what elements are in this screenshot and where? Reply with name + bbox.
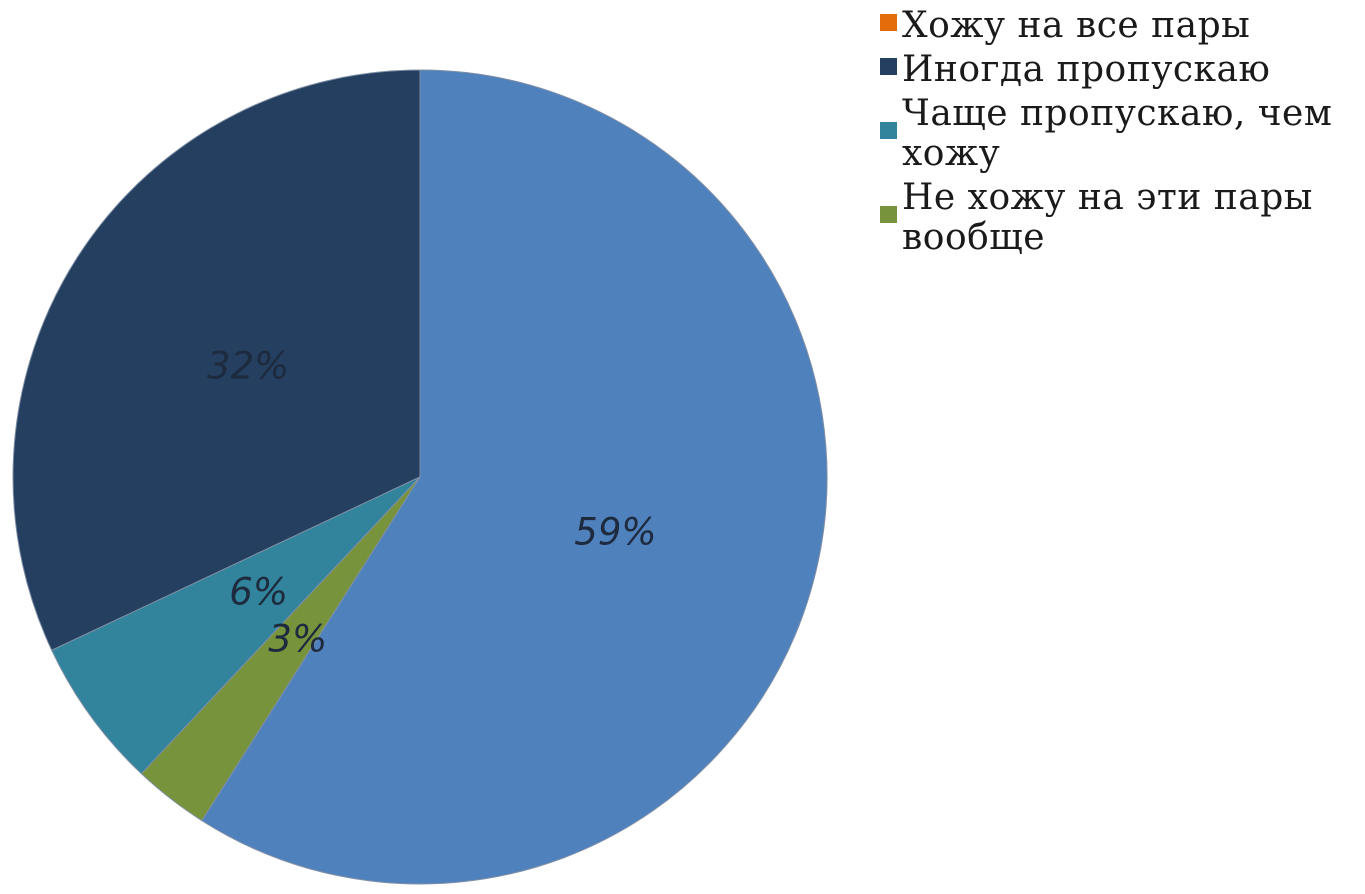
slice-data-label: 32% [207,344,289,387]
slice-data-label: 6% [229,571,288,614]
slice-data-label: 3% [268,618,327,661]
legend-swatch [880,14,897,31]
legend-item-never-attend: Не хожу на эти пары вообще [878,178,1358,258]
legend-item-skip-more-often: Чаще пропускаю, чем хожу [878,94,1358,174]
legend-swatch [880,122,897,139]
legend-label: Не хожу на эти пары вообще [902,177,1313,258]
pie-slice [201,69,828,885]
legend: Хожу на все пары Иногда пропускаю Чаще п… [878,6,1358,262]
pie-data-labels: 32% 6%3% 59% [207,344,656,660]
slice-data-label: 59% [574,510,656,553]
pie-slices [12,69,828,885]
pie-slice [51,476,421,775]
legend-swatch [880,206,897,223]
legend-item-sometimes-skip: Иногда пропускаю [878,50,1358,90]
pie-slice [12,69,421,651]
legend-swatch [880,58,897,75]
legend-item-all-classes: Хожу на все пары [878,6,1358,46]
legend-label: Иногда пропускаю [902,49,1271,90]
legend-label: Хожу на все пары [902,5,1251,46]
legend-label: Чаще пропускаю, чем хожу [902,93,1333,174]
